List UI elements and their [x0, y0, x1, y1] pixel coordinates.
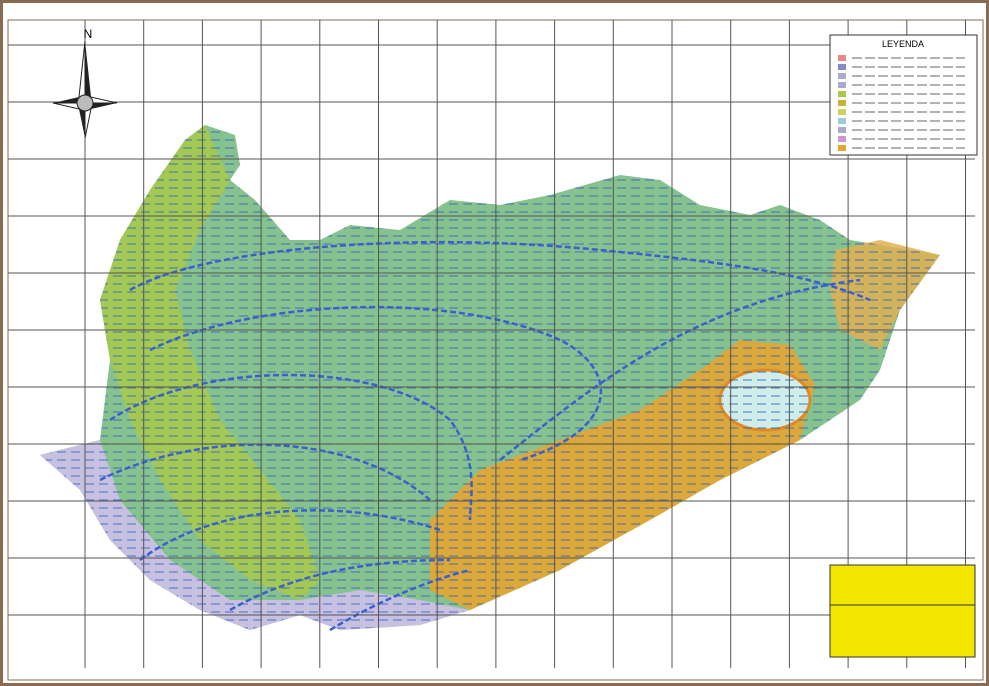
legend-swatch	[838, 127, 846, 133]
legend-swatch	[838, 100, 846, 106]
map-figure: N LEYENDA	[0, 0, 989, 686]
legend-swatch	[838, 82, 846, 88]
north-label: N	[84, 27, 93, 41]
legend-box	[830, 35, 977, 155]
legend-swatch	[838, 73, 846, 79]
legend-swatch	[838, 64, 846, 70]
legend-swatch	[838, 136, 846, 142]
legend-swatch	[838, 145, 846, 151]
title-block	[830, 565, 975, 657]
legend-swatch	[838, 109, 846, 115]
legend-title: LEYENDA	[882, 39, 924, 49]
legend-swatch	[838, 55, 846, 61]
legend-swatch	[838, 91, 846, 97]
page: N LEYENDA (() => { const data = JSON.par…	[0, 0, 989, 686]
legend-swatch	[838, 118, 846, 124]
